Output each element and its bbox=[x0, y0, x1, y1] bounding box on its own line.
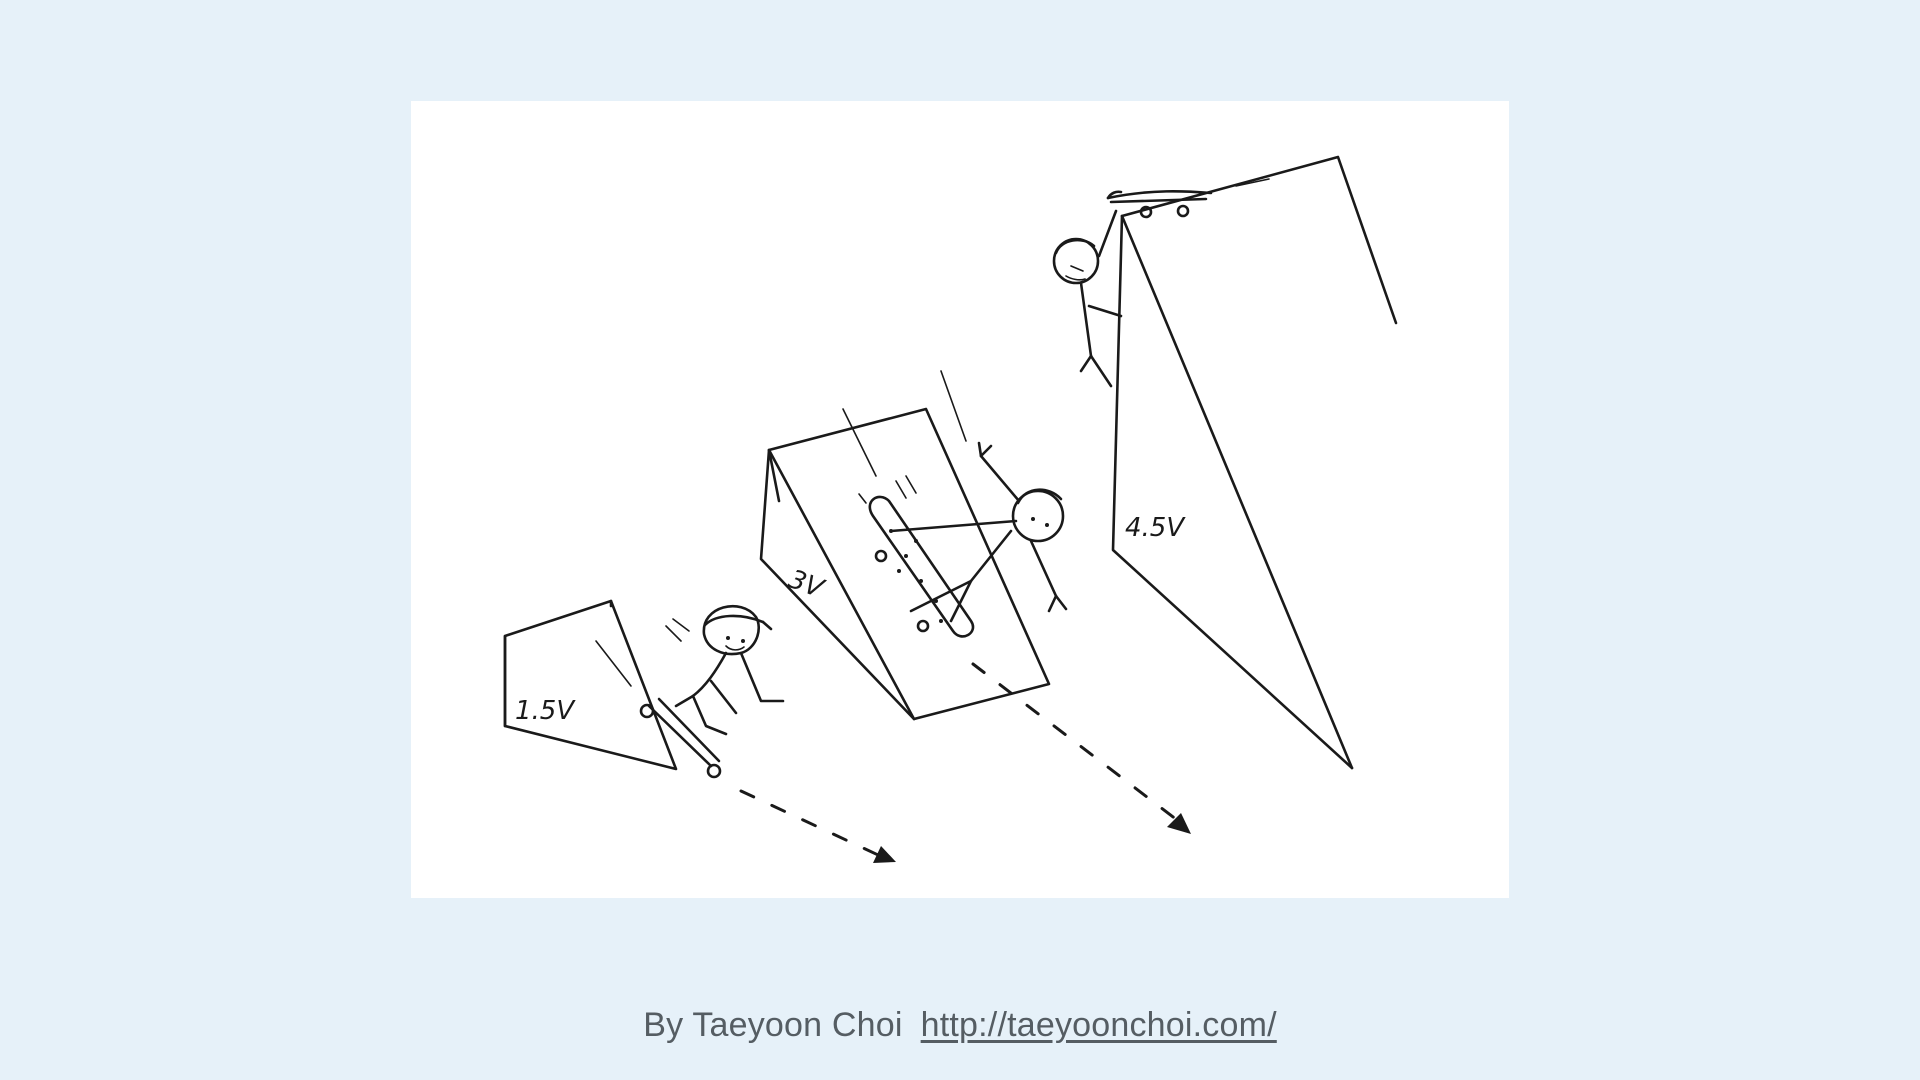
ramp-small-label: 1.5V bbox=[515, 696, 576, 726]
ramp-medium-label: 3V bbox=[785, 564, 830, 605]
illustration-drawing: 1.5V bbox=[503, 155, 1398, 863]
ramp-small bbox=[503, 599, 690, 771]
ramp-medium bbox=[759, 370, 1051, 721]
voltage-ramps-illustration: 1.5V bbox=[411, 101, 1509, 898]
skater-medium bbox=[868, 441, 1068, 638]
motion-arrow-1 bbox=[739, 789, 893, 863]
author-website-link[interactable]: http://taeyoonchoi.com/ bbox=[920, 1006, 1277, 1044]
ramp-large-label: 4.5V bbox=[1125, 513, 1186, 543]
ramp-large bbox=[1111, 155, 1398, 770]
skater-small bbox=[639, 604, 785, 779]
credit-line: By Taeyoon Choi http://taeyoonchoi.com/ bbox=[0, 1006, 1920, 1045]
skater-large bbox=[1052, 190, 1213, 388]
motion-arrow-2 bbox=[971, 662, 1183, 825]
author-credit: By Taeyoon Choi bbox=[643, 1006, 903, 1044]
